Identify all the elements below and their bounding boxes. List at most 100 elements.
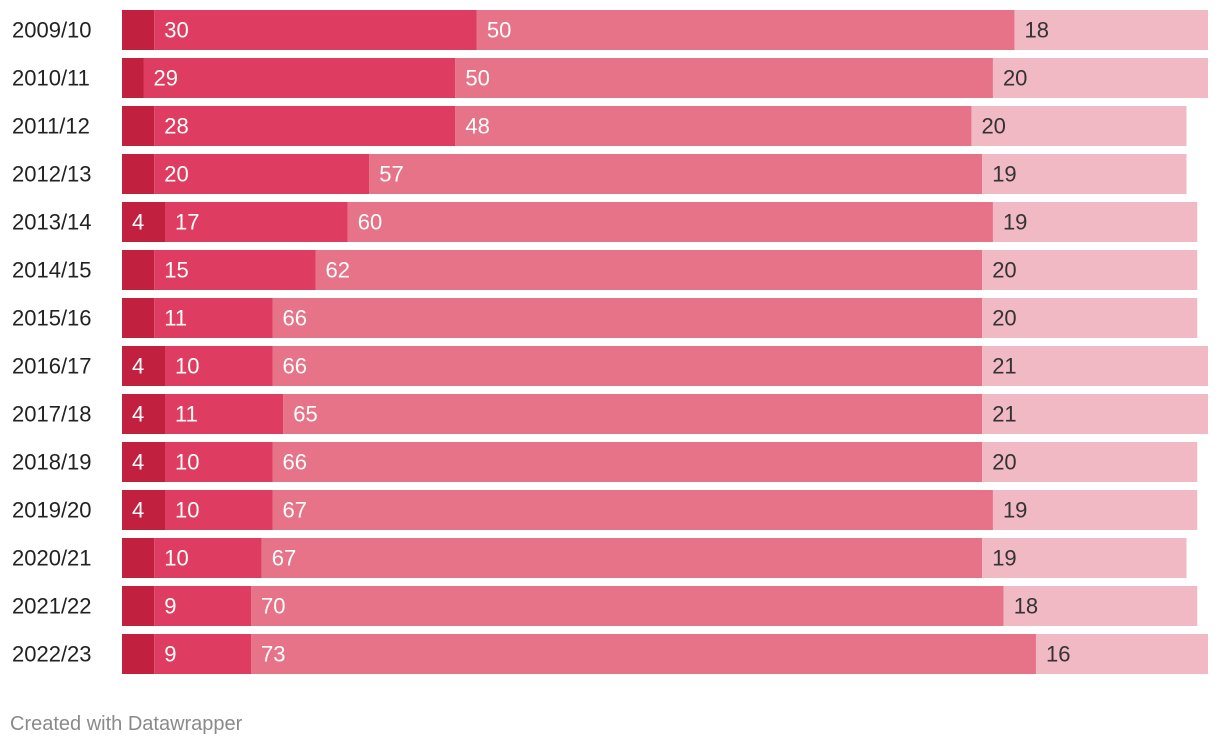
bar-segment[interactable] xyxy=(1003,586,1198,626)
bar-segment[interactable] xyxy=(154,106,456,146)
bar-segment[interactable] xyxy=(122,586,155,626)
bar-segment[interactable] xyxy=(154,538,262,578)
bar-segment[interactable] xyxy=(143,58,456,98)
segment-value-label: 19 xyxy=(1003,498,1027,523)
segment-value-label: 10 xyxy=(175,498,199,523)
bar-segment[interactable] xyxy=(982,442,1198,482)
category-label: 2009/10 xyxy=(12,18,92,43)
bar-segment[interactable] xyxy=(261,538,983,578)
bar-segment[interactable] xyxy=(122,154,155,194)
segment-value-label: 21 xyxy=(992,402,1016,427)
category-label: 2010/11 xyxy=(12,66,90,91)
category-label: 2021/22 xyxy=(12,594,92,619)
segment-value-label: 50 xyxy=(487,18,511,43)
bar-segment[interactable] xyxy=(1035,634,1208,674)
bar-segment[interactable] xyxy=(455,106,972,146)
bar-segment[interactable] xyxy=(165,442,273,482)
segment-value-label: 70 xyxy=(261,594,285,619)
segment-value-label: 18 xyxy=(1024,18,1048,43)
segment-value-label: 21 xyxy=(992,354,1016,379)
bar-segment[interactable] xyxy=(347,202,993,242)
segment-value-label: 17 xyxy=(175,210,199,235)
bar-segment[interactable] xyxy=(272,442,983,482)
bar-segment[interactable] xyxy=(1014,10,1208,50)
bar-segment[interactable] xyxy=(315,250,983,290)
segment-value-label: 4 xyxy=(132,402,144,427)
segment-value-label: 9 xyxy=(164,642,176,667)
bar-segment[interactable] xyxy=(982,346,1208,386)
bar-segment[interactable] xyxy=(165,346,273,386)
bar-segment[interactable] xyxy=(369,154,983,194)
bar-segment[interactable] xyxy=(122,298,155,338)
bar-segment[interactable] xyxy=(165,394,284,434)
bar-segment[interactable] xyxy=(154,154,370,194)
segment-value-label: 10 xyxy=(164,546,188,571)
bar-segment[interactable] xyxy=(122,490,166,530)
bar-segment[interactable] xyxy=(982,298,1198,338)
category-label: 2017/18 xyxy=(12,402,92,427)
bar-segment[interactable] xyxy=(992,58,1208,98)
segment-value-label: 9 xyxy=(164,594,176,619)
bar-segment[interactable] xyxy=(272,490,993,530)
bar-segment[interactable] xyxy=(251,634,1036,674)
category-label: 2012/13 xyxy=(12,162,92,187)
bar-segment[interactable] xyxy=(251,586,1004,626)
segment-value-label: 60 xyxy=(358,210,382,235)
bar-segment[interactable] xyxy=(154,634,252,674)
segment-value-label: 66 xyxy=(283,450,307,475)
segment-value-label: 67 xyxy=(272,546,296,571)
segment-value-label: 19 xyxy=(992,162,1016,187)
segment-value-label: 20 xyxy=(992,258,1016,283)
segment-value-label: 28 xyxy=(164,114,188,139)
bar-segment[interactable] xyxy=(154,298,273,338)
segment-value-label: 20 xyxy=(992,450,1016,475)
bar-segment[interactable] xyxy=(165,202,348,242)
segment-value-label: 57 xyxy=(379,162,403,187)
bar-segment[interactable] xyxy=(122,106,155,146)
bar-segment[interactable] xyxy=(272,346,983,386)
category-label: 2018/19 xyxy=(12,450,92,475)
bar-segment[interactable] xyxy=(122,346,166,386)
bar-segment[interactable] xyxy=(992,202,1198,242)
segment-value-label: 20 xyxy=(1003,66,1027,91)
category-label: 2013/14 xyxy=(12,210,92,235)
bar-segment[interactable] xyxy=(122,538,155,578)
segment-value-label: 20 xyxy=(164,162,188,187)
segment-value-label: 4 xyxy=(132,498,144,523)
bar-segment[interactable] xyxy=(165,490,273,530)
category-label: 2016/17 xyxy=(12,354,92,379)
bar-segment[interactable] xyxy=(122,394,166,434)
segment-value-label: 67 xyxy=(283,498,307,523)
bar-segment[interactable] xyxy=(476,10,1015,50)
segment-value-label: 4 xyxy=(132,210,144,235)
segment-value-label: 50 xyxy=(465,66,489,91)
bar-segment[interactable] xyxy=(283,394,983,434)
category-label: 2015/16 xyxy=(12,306,92,331)
segment-value-label: 10 xyxy=(175,354,199,379)
segment-value-label: 10 xyxy=(175,450,199,475)
bar-segment[interactable] xyxy=(122,250,155,290)
bar-segment[interactable] xyxy=(154,10,477,50)
bar-segment[interactable] xyxy=(122,10,155,50)
segment-value-label: 19 xyxy=(1003,210,1027,235)
bar-segment[interactable] xyxy=(971,106,1187,146)
segment-value-label: 18 xyxy=(1014,594,1038,619)
bar-segment[interactable] xyxy=(272,298,983,338)
bar-segment[interactable] xyxy=(982,154,1187,194)
bar-segment[interactable] xyxy=(122,58,144,98)
category-label: 2022/23 xyxy=(12,642,92,667)
bar-segment[interactable] xyxy=(154,250,316,290)
bar-segment[interactable] xyxy=(154,586,252,626)
segment-value-label: 11 xyxy=(175,402,198,427)
bar-segment[interactable] xyxy=(122,442,166,482)
bar-segment[interactable] xyxy=(122,202,166,242)
bar-segment[interactable] xyxy=(455,58,993,98)
bar-segment[interactable] xyxy=(982,394,1208,434)
bar-segment[interactable] xyxy=(982,250,1198,290)
credit-text[interactable]: Created with Datawrapper xyxy=(10,713,243,735)
bar-segment[interactable] xyxy=(982,538,1187,578)
bar-segment[interactable] xyxy=(122,634,155,674)
segment-value-label: 29 xyxy=(154,66,178,91)
bar-segment[interactable] xyxy=(992,490,1198,530)
